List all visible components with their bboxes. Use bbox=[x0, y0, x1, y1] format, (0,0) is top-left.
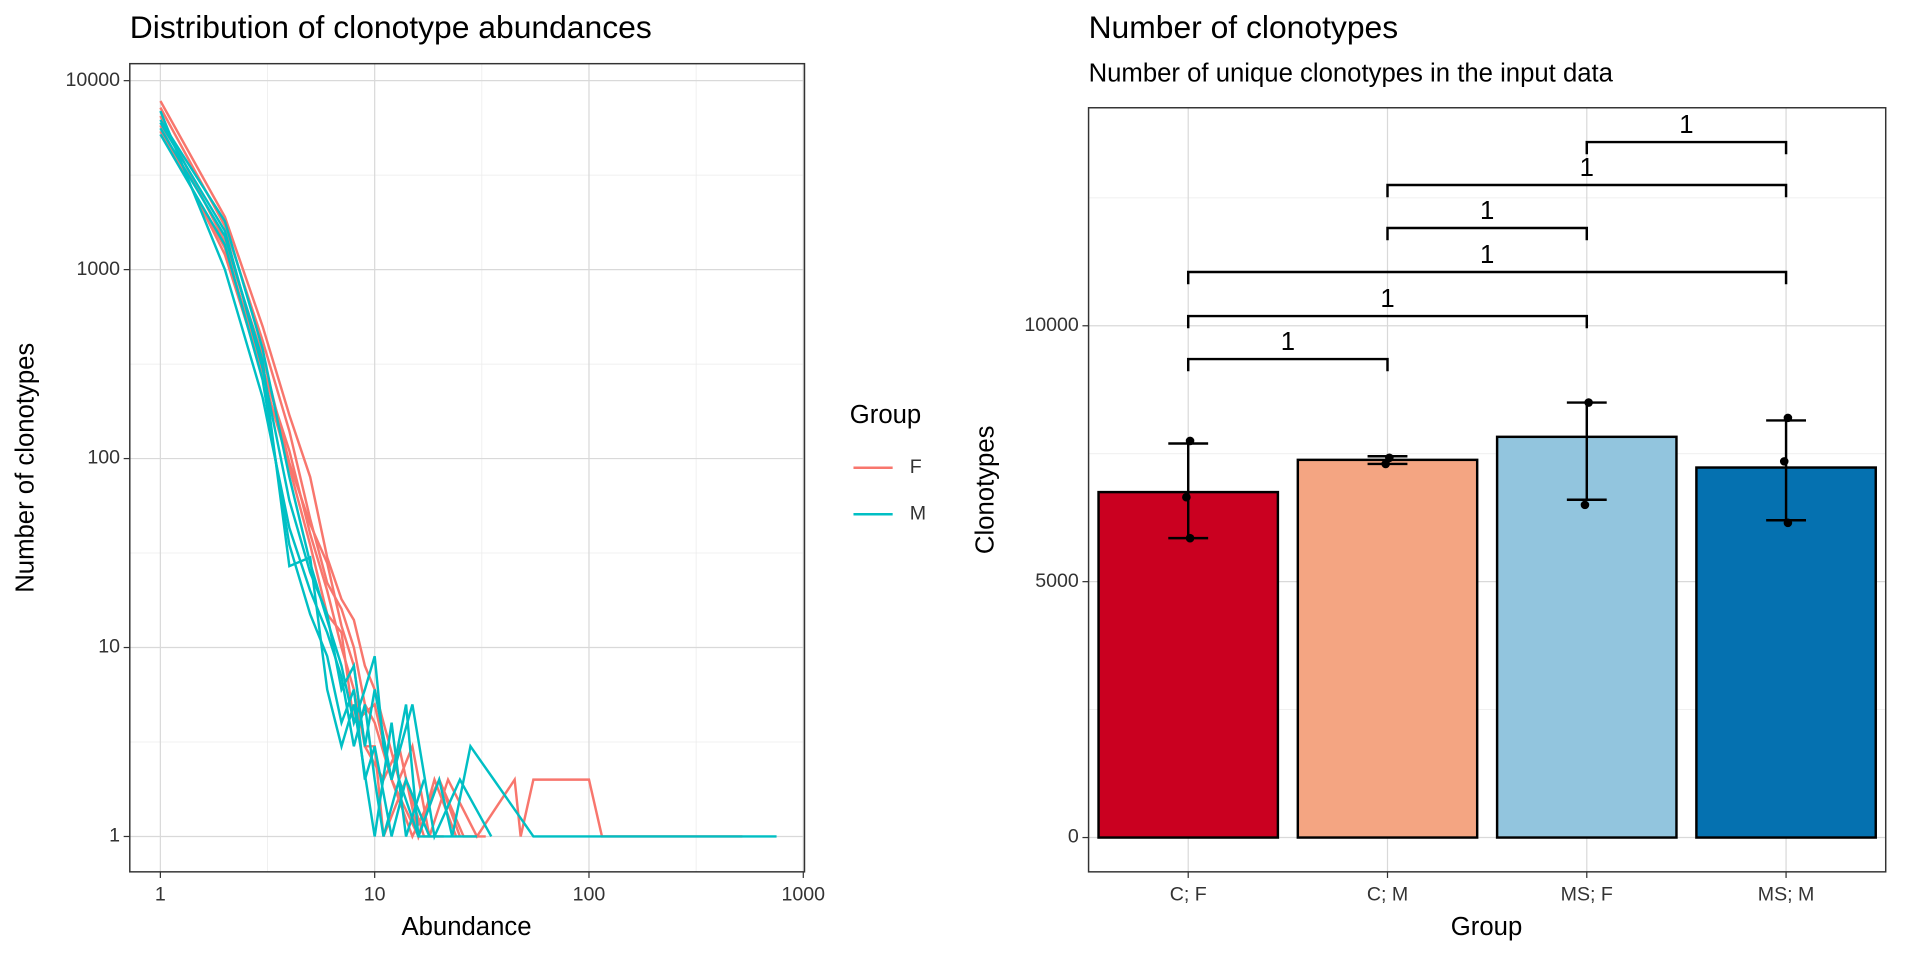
data-point bbox=[1584, 398, 1593, 407]
y-tick-label: 1000 bbox=[76, 258, 120, 280]
significance-label: 1 bbox=[1281, 328, 1295, 356]
plot-border bbox=[1087, 107, 1887, 873]
plot-border bbox=[129, 62, 806, 873]
y-tick-label: 5000 bbox=[1035, 570, 1079, 592]
y-tick-label: 0 bbox=[1068, 826, 1079, 848]
data-point bbox=[1783, 518, 1793, 528]
series-line bbox=[159, 110, 430, 838]
legend-label: M bbox=[910, 502, 926, 524]
significance-bracket bbox=[1186, 314, 1589, 329]
y-tick-label: 10 bbox=[98, 636, 120, 658]
x-tick-label: C; F bbox=[1170, 883, 1207, 905]
y-axis-label: Clonotypes bbox=[972, 425, 1000, 554]
y-tick-label: 100 bbox=[87, 447, 120, 469]
series-line bbox=[159, 100, 743, 839]
significance-label: 1 bbox=[1480, 197, 1494, 225]
y-axis-label: Number of clonotypes bbox=[12, 343, 40, 593]
chart-subtitle: Number of unique clonotypes in the input… bbox=[1089, 59, 1614, 87]
significance-bracket bbox=[1186, 270, 1788, 285]
data-point bbox=[1779, 457, 1789, 466]
x-tick-label: MS; F bbox=[1561, 883, 1613, 905]
chart-title: Number of clonotypes bbox=[1089, 9, 1399, 45]
bar bbox=[1296, 458, 1479, 839]
legend-title: Group bbox=[850, 401, 921, 429]
legend-label: F bbox=[910, 456, 922, 478]
chart-title: Distribution of clonotype abundances bbox=[130, 9, 652, 45]
series-line bbox=[159, 119, 777, 838]
data-point bbox=[1783, 413, 1793, 423]
x-tick-label: MS; M bbox=[1758, 883, 1815, 905]
series-line bbox=[159, 133, 477, 838]
significance-bracket bbox=[1386, 183, 1788, 198]
data-point bbox=[1185, 533, 1195, 543]
x-axis-label: Abundance bbox=[401, 913, 531, 941]
data-point bbox=[1381, 459, 1390, 469]
significance-label: 1 bbox=[1480, 241, 1494, 269]
bar bbox=[1097, 490, 1280, 839]
y-tick-label: 10000 bbox=[1024, 314, 1079, 336]
x-tick-label: 1 bbox=[155, 883, 166, 905]
y-tick-label: 10000 bbox=[66, 69, 121, 91]
significance-bracket bbox=[1585, 140, 1788, 155]
x-tick-label: 10 bbox=[364, 883, 386, 905]
significance-label: 1 bbox=[1380, 285, 1394, 313]
data-point bbox=[1580, 500, 1590, 510]
significance-label: 1 bbox=[1580, 154, 1594, 182]
x-tick-label: 1000 bbox=[782, 883, 826, 905]
significance-label: 1 bbox=[1679, 111, 1693, 139]
significance-bracket bbox=[1386, 226, 1589, 241]
significance-bracket bbox=[1186, 357, 1389, 372]
x-tick-label: 100 bbox=[573, 883, 606, 905]
bar bbox=[1695, 466, 1877, 839]
series-line bbox=[159, 127, 426, 837]
data-point bbox=[1185, 436, 1195, 446]
plot-background bbox=[129, 63, 805, 872]
x-axis-label: Group bbox=[1451, 913, 1522, 941]
x-tick-label: C; M bbox=[1367, 883, 1408, 905]
series-line bbox=[159, 121, 493, 841]
data-point bbox=[1182, 492, 1191, 502]
y-tick-label: 1 bbox=[109, 825, 120, 847]
